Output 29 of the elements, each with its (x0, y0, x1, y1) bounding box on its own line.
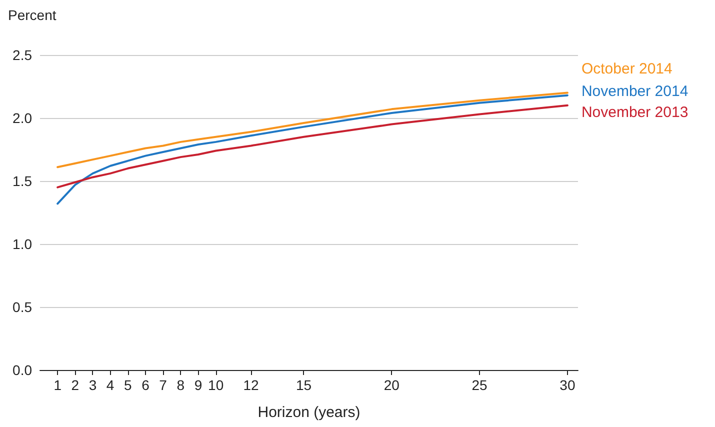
y-tick-label: 0.0 (12, 362, 32, 378)
x-tick-label: 12 (243, 377, 259, 393)
x-tick-label: 10 (208, 377, 224, 393)
y-tick-label: 1.0 (12, 236, 32, 252)
x-tick-label: 6 (142, 377, 150, 393)
x-tick-label: 5 (124, 377, 132, 393)
x-tick-label: 30 (560, 377, 576, 393)
y-tick-label: 2.5 (12, 47, 32, 63)
x-tick-label: 1 (54, 377, 62, 393)
line-series (56, 94, 568, 205)
x-axis-title: Horizon (years) (258, 404, 360, 421)
line-series (56, 104, 568, 188)
line-series (56, 92, 568, 168)
x-tick-label: 3 (88, 377, 97, 393)
y-tick-label: 0.5 (12, 299, 32, 315)
x-tick-label: 8 (176, 377, 185, 393)
x-tick-label: 15 (296, 377, 312, 393)
y-tick-label: 1.5 (12, 173, 32, 189)
x-tick-label: 20 (384, 377, 400, 393)
x-tick-label: 7 (159, 377, 168, 393)
x-tick-label: 4 (106, 377, 114, 393)
x-tick-label: 9 (194, 377, 202, 393)
y-axis-title: Percent (8, 7, 56, 23)
y-tick-label: 2.0 (12, 110, 32, 126)
series-label: November 2013 (581, 104, 688, 121)
x-tick-label: 25 (472, 377, 488, 393)
x-tick-label: 2 (71, 377, 80, 393)
series-label: November 2014 (581, 82, 688, 100)
series-label: October 2014 (581, 60, 672, 78)
